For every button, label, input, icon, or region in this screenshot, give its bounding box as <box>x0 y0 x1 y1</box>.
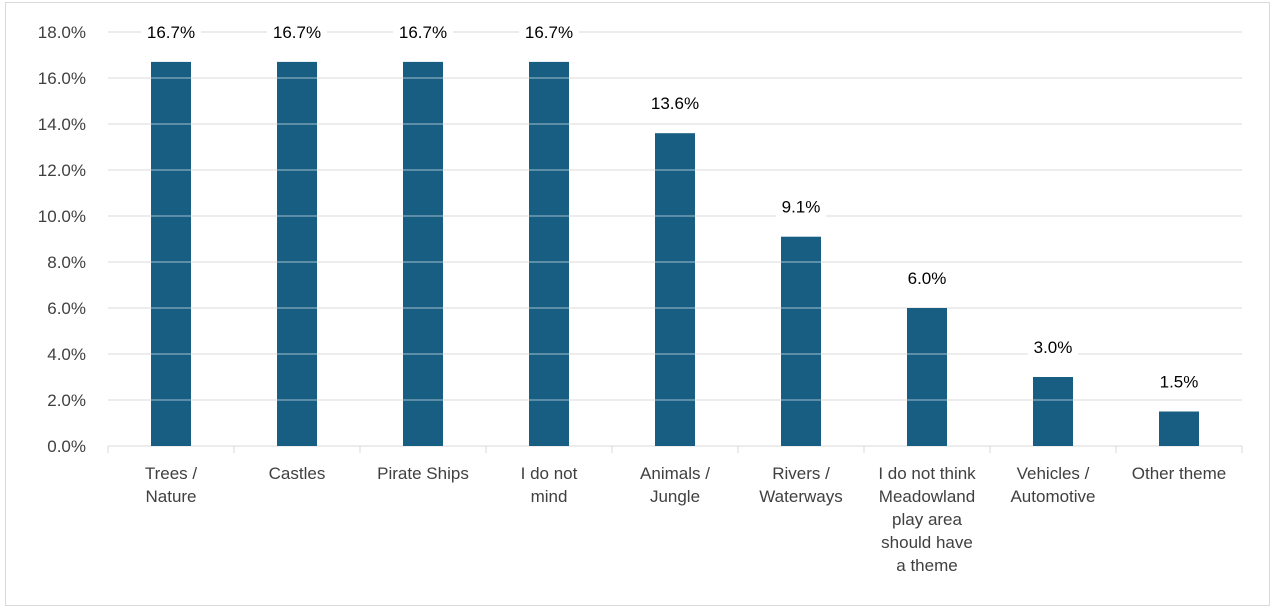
data-label: 16.7% <box>525 23 573 42</box>
x-tick-label: I do not think <box>878 464 976 483</box>
x-tick-label: Vehicles / <box>1017 464 1090 483</box>
data-label: 1.5% <box>1160 373 1199 392</box>
bar <box>529 61 569 447</box>
data-label: 3.0% <box>1034 338 1073 357</box>
x-tick-label: Pirate Ships <box>377 464 469 483</box>
x-tick-label: I do not <box>521 464 578 483</box>
bar <box>655 133 695 446</box>
x-tick-label: Meadowland <box>879 487 975 506</box>
x-tick-label: Trees / <box>145 464 198 483</box>
x-tick-label: play area <box>892 510 962 529</box>
y-tick-label: 16.0% <box>38 69 86 88</box>
bar <box>277 61 317 447</box>
data-label-bg <box>1027 335 1079 359</box>
y-tick-label: 12.0% <box>38 161 86 180</box>
data-label-bg <box>519 19 579 44</box>
y-tick-label: 6.0% <box>47 299 86 318</box>
data-label: 13.6% <box>651 94 699 113</box>
x-tick-label: Waterways <box>759 487 842 506</box>
x-tick-label: Other theme <box>1132 464 1227 483</box>
y-tick-label: 8.0% <box>47 253 86 272</box>
x-tick-label: mind <box>531 487 568 506</box>
y-tick-label: 4.0% <box>47 345 86 364</box>
bar <box>403 61 443 447</box>
x-tick-label: Rivers / <box>772 464 830 483</box>
data-label-bg <box>393 19 453 44</box>
bar <box>907 308 947 446</box>
data-label: 16.7% <box>399 23 447 42</box>
data-label-bg <box>901 266 953 290</box>
x-tick-label: a theme <box>896 556 957 575</box>
x-tick-label: Nature <box>145 487 196 506</box>
data-label: 6.0% <box>908 269 947 288</box>
x-tick-label: should have <box>881 533 973 552</box>
bar <box>151 61 191 447</box>
y-tick-label: 18.0% <box>38 23 86 42</box>
data-label: 9.1% <box>782 198 821 217</box>
y-tick-label: 0.0% <box>47 437 86 456</box>
x-tick-label: Automotive <box>1010 487 1095 506</box>
y-tick-label: 14.0% <box>38 115 86 134</box>
x-tick-label: Jungle <box>650 487 700 506</box>
data-label: 16.7% <box>273 23 321 42</box>
x-tick-label: Animals / <box>640 464 710 483</box>
bar <box>1159 411 1199 446</box>
x-tick-label: Castles <box>269 464 326 483</box>
data-label-bg <box>645 91 705 116</box>
y-tick-label: 2.0% <box>47 391 86 410</box>
data-label-bg <box>267 19 327 44</box>
data-label-bg <box>141 19 201 44</box>
data-label-bg <box>775 194 827 219</box>
bar <box>1033 377 1073 446</box>
bar <box>781 236 821 446</box>
data-label-bg <box>1153 369 1205 394</box>
chart-frame <box>5 2 1270 606</box>
y-tick-label: 10.0% <box>38 207 86 226</box>
data-label: 16.7% <box>147 23 195 42</box>
